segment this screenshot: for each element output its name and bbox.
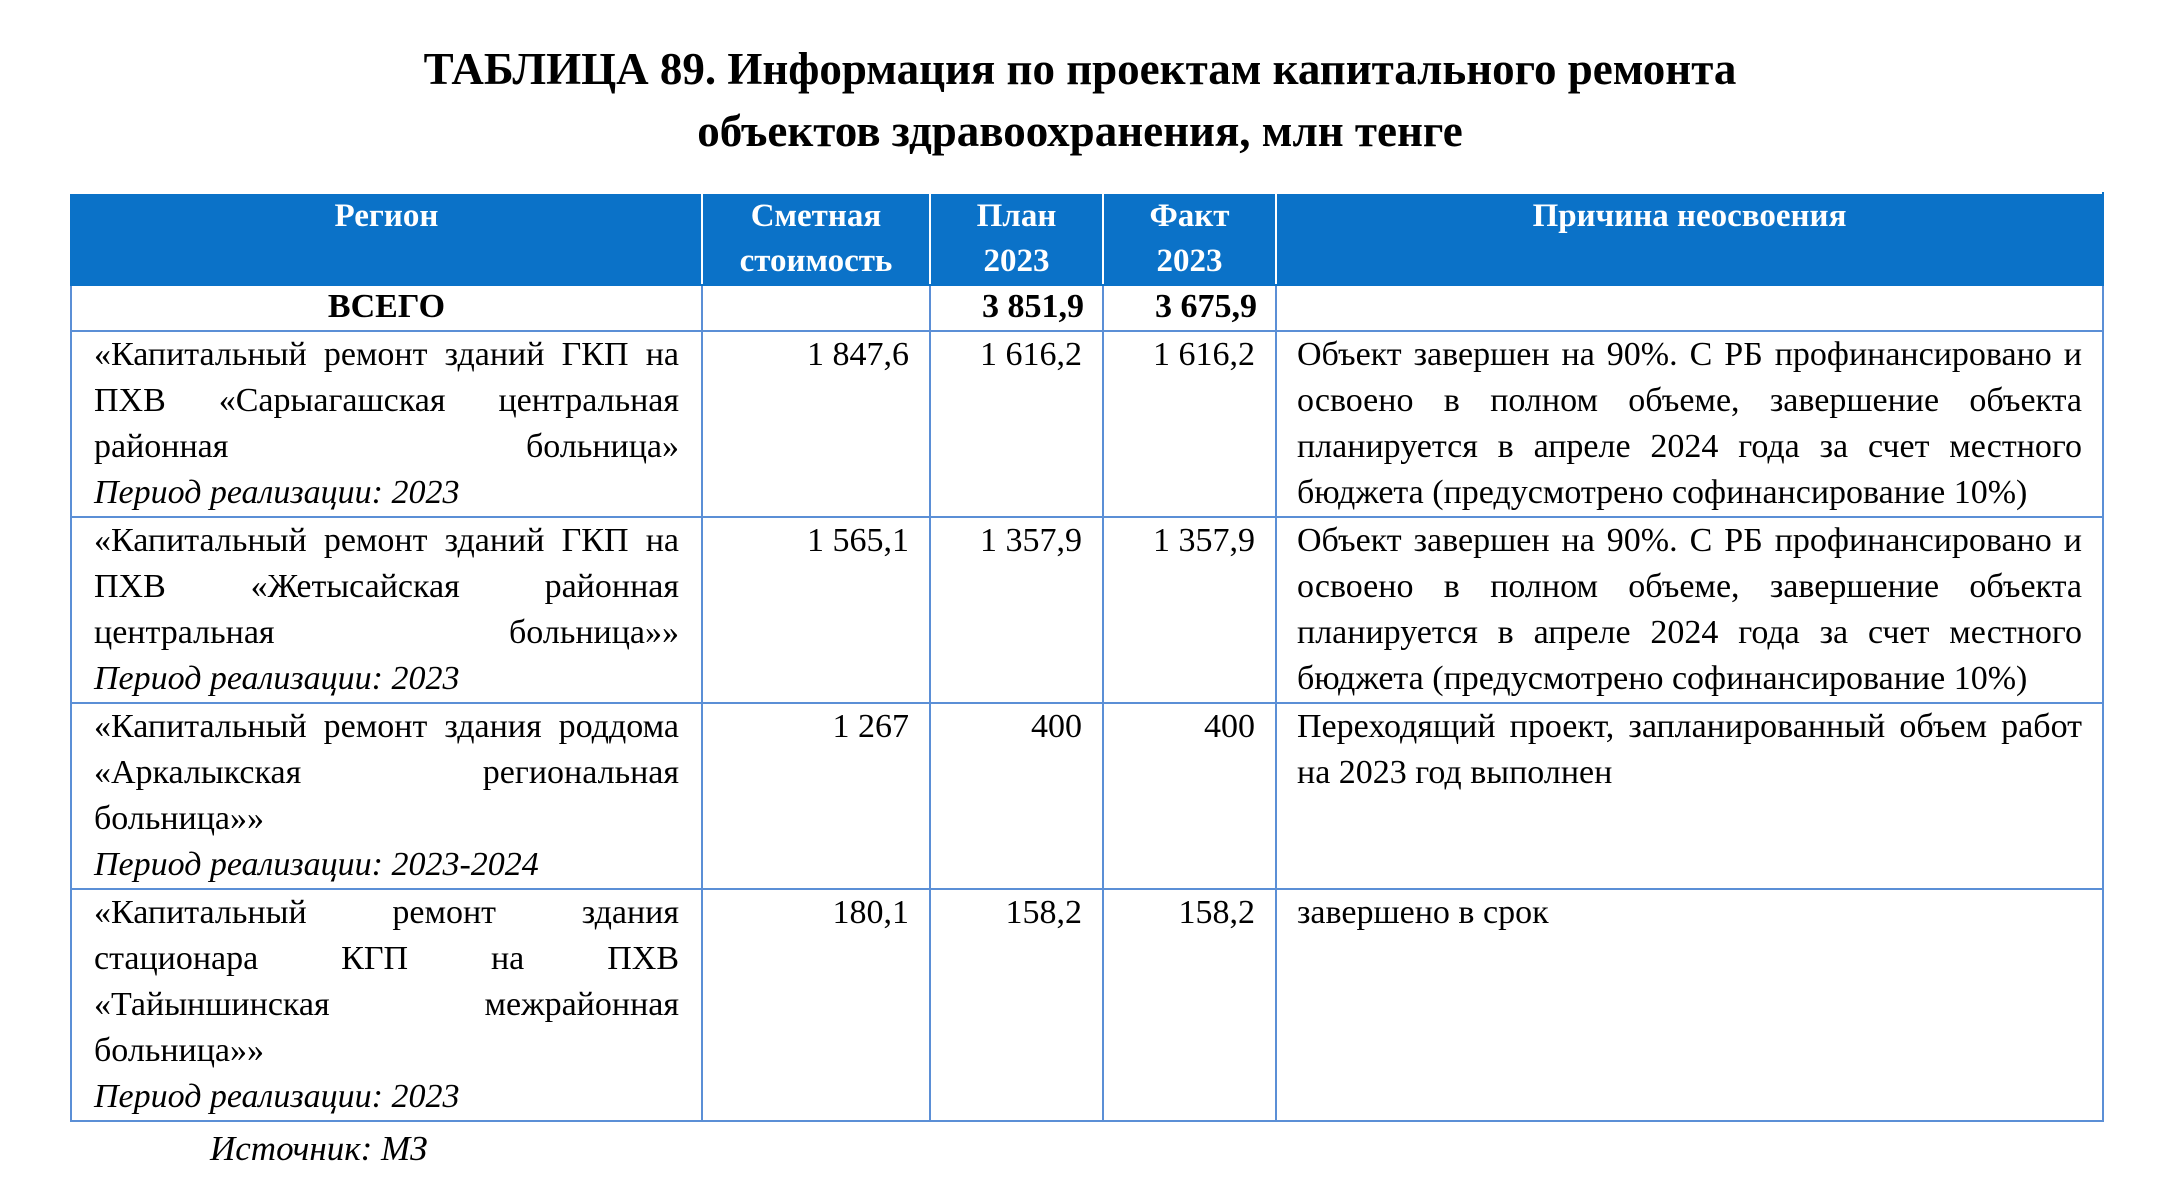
period-text: Период реализации: 2023-2024 [94,846,539,883]
total-plan: 3 851,9 [929,284,1104,332]
source-note: Источник: МЗ [210,1129,428,1168]
region-text: «Капитальный ремонт здания стационара КГ… [94,894,679,1069]
region-cell: «Капитальный ремонт здания роддома «Арка… [70,702,703,890]
fact-cell: 158,2 [1102,888,1277,1122]
total-fact: 3 675,9 [1102,284,1277,332]
header-row: Регион Сметная стоимость План 2023 Факт 202… [70,192,2104,286]
total-cost [701,284,931,332]
header-region: Регион [70,192,703,286]
region-text: «Капитальный ремонт зданий ГКП на ПХВ «Ж… [94,522,679,651]
table-title: ТАБЛИЦА 89. Информация по проектам капит… [0,38,2160,162]
region-cell: «Капитальный ремонт зданий ГКП на ПХВ «С… [70,330,703,518]
period-text: Период реализации: 2023 [94,474,460,511]
region-text: «Капитальный ремонт здания роддома «Арка… [94,708,679,837]
table-row: «Капитальный ремонт здания роддома «Арка… [70,702,2104,890]
fact-cell: 400 [1102,702,1277,890]
table-row: «Капитальный ремонт здания стационара КГ… [70,888,2104,1122]
fact-cell: 1 357,9 [1102,516,1277,704]
cost-cell: 1 267 [701,702,931,890]
header-cost: Сметная стоимость [701,192,931,286]
header-plan: План 2023 [929,192,1104,286]
cost-cell: 1 847,6 [701,330,931,518]
plan-cell: 400 [929,702,1104,890]
cost-cell: 180,1 [701,888,931,1122]
capital-repair-table: Регион Сметная стоимость План 2023 Факт 202… [70,192,2104,1122]
region-cell: «Капитальный ремонт зданий ГКП на ПХВ «Ж… [70,516,703,704]
fact-cell: 1 616,2 [1102,330,1277,518]
total-row: ВСЕГО 3 851,9 3 675,9 [70,284,2104,332]
plan-cell: 1 616,2 [929,330,1104,518]
reason-cell: Переходящий проект, запланированный объе… [1275,702,2104,890]
table-title-line2: объектов здравоохранения, млн тенге [697,106,1463,156]
total-reason [1275,284,2104,332]
table-row: «Капитальный ремонт зданий ГКП на ПХВ «Ж… [70,516,2104,704]
total-label: ВСЕГО [70,284,703,332]
plan-cell: 1 357,9 [929,516,1104,704]
region-text: «Капитальный ремонт зданий ГКП на ПХВ «С… [94,336,679,465]
reason-cell: Объект завершен на 90%. С РБ профинансир… [1275,330,2104,518]
period-text: Период реализации: 2023 [94,1078,460,1115]
reason-cell: Объект завершен на 90%. С РБ профинансир… [1275,516,2104,704]
table-title-line1: ТАБЛИЦА 89. Информация по проектам капит… [423,44,1737,94]
period-text: Период реализации: 2023 [94,660,460,697]
reason-cell: завершено в срок [1275,888,2104,1122]
region-cell: «Капитальный ремонт здания стационара КГ… [70,888,703,1122]
header-fact: Факт 2023 [1102,192,1277,286]
cost-cell: 1 565,1 [701,516,931,704]
table-row: «Капитальный ремонт зданий ГКП на ПХВ «С… [70,330,2104,518]
header-reason: Причина неосвоения [1275,192,2104,286]
plan-cell: 158,2 [929,888,1104,1122]
